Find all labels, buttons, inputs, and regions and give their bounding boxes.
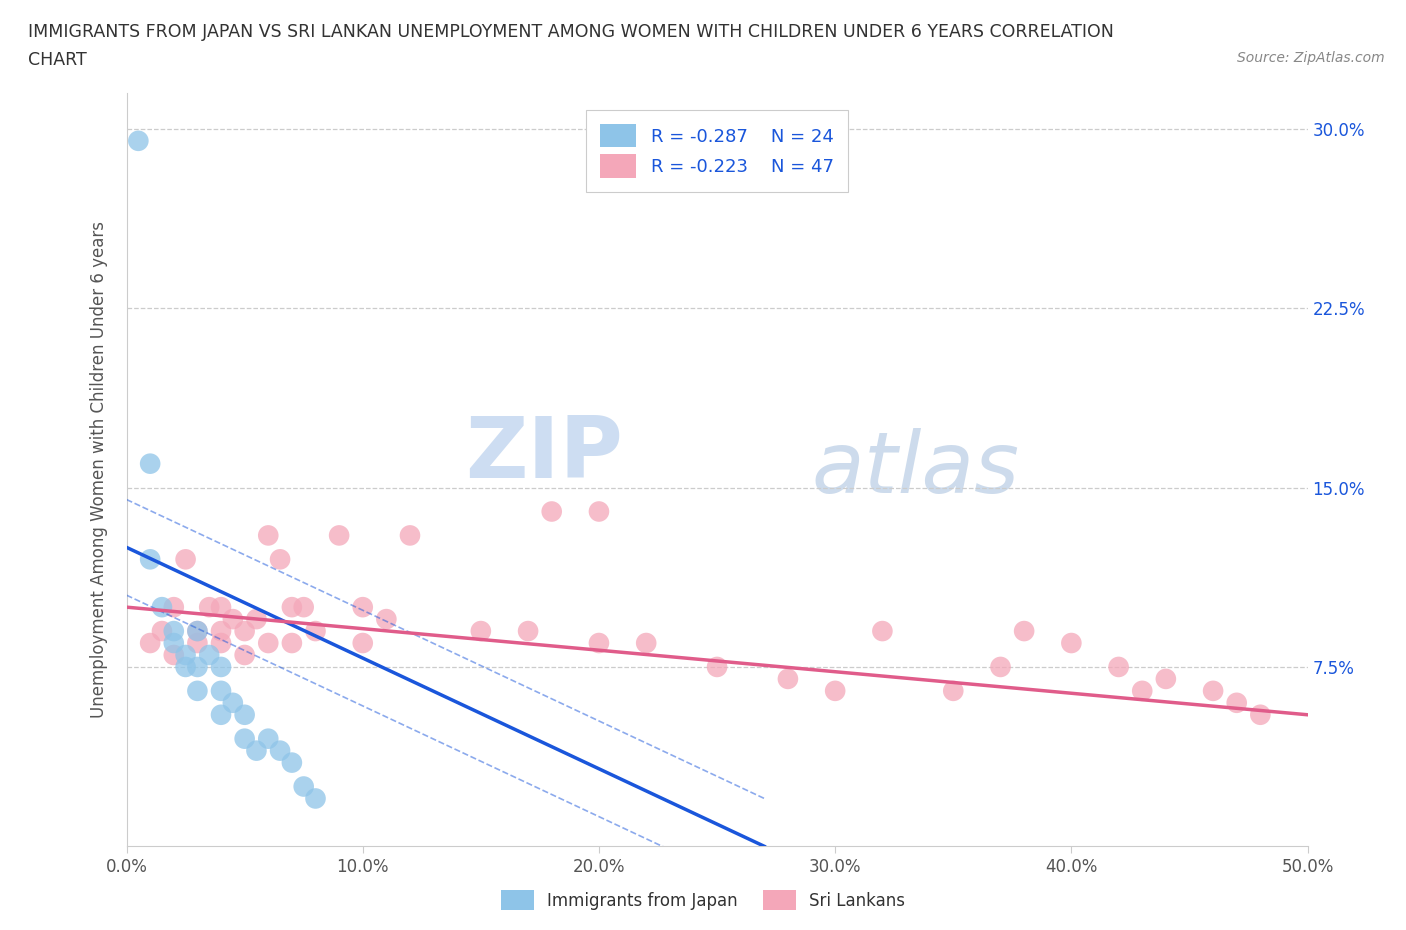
Text: atlas: atlas — [811, 428, 1019, 512]
Legend: R = -0.287    N = 24, R = -0.223    N = 47: R = -0.287 N = 24, R = -0.223 N = 47 — [586, 110, 848, 193]
Point — [1012, 624, 1035, 639]
Point — [304, 624, 326, 639]
Point — [872, 624, 894, 639]
Text: Source: ZipAtlas.com: Source: ZipAtlas.com — [1237, 51, 1385, 65]
Point — [352, 635, 374, 650]
Point — [292, 600, 315, 615]
Point — [163, 600, 186, 615]
Point — [990, 659, 1012, 674]
Y-axis label: Unemployment Among Women with Children Under 6 years: Unemployment Among Women with Children U… — [90, 221, 108, 718]
Point — [304, 791, 326, 806]
Point — [269, 551, 291, 566]
Point — [163, 635, 186, 650]
Point — [198, 600, 221, 615]
Point — [257, 528, 280, 543]
Point — [706, 659, 728, 674]
Point — [292, 779, 315, 794]
Point — [209, 684, 232, 698]
Point — [824, 684, 846, 698]
Point — [163, 624, 186, 639]
Point — [1226, 696, 1249, 711]
Point — [233, 647, 256, 662]
Point — [281, 600, 304, 615]
Point — [1108, 659, 1130, 674]
Point — [174, 647, 197, 662]
Point — [1130, 684, 1153, 698]
Point — [174, 659, 197, 674]
Point — [139, 635, 162, 650]
Point — [245, 612, 267, 627]
Point — [257, 635, 280, 650]
Point — [1202, 684, 1225, 698]
Point — [174, 551, 197, 566]
Point — [588, 635, 610, 650]
Point — [209, 600, 232, 615]
Point — [588, 504, 610, 519]
Point — [150, 600, 173, 615]
Point — [245, 743, 267, 758]
Point — [776, 671, 799, 686]
Point — [233, 708, 256, 723]
Point — [127, 133, 149, 148]
Point — [517, 624, 540, 639]
Point — [942, 684, 965, 698]
Point — [233, 731, 256, 746]
Point — [1060, 635, 1083, 650]
Point — [163, 647, 186, 662]
Point — [150, 624, 173, 639]
Point — [186, 635, 208, 650]
Point — [209, 659, 232, 674]
Point — [1249, 708, 1271, 723]
Point — [328, 528, 350, 543]
Point — [222, 696, 245, 711]
Point — [186, 624, 208, 639]
Point — [540, 504, 562, 519]
Point — [233, 624, 256, 639]
Point — [139, 457, 162, 472]
Point — [198, 647, 221, 662]
Point — [139, 551, 162, 566]
Point — [209, 635, 232, 650]
Point — [269, 743, 291, 758]
Point — [352, 600, 374, 615]
Point — [257, 731, 280, 746]
Point — [222, 612, 245, 627]
Point — [1154, 671, 1177, 686]
Point — [281, 635, 304, 650]
Text: ZIP: ZIP — [465, 413, 623, 496]
Point — [399, 528, 422, 543]
Point — [186, 684, 208, 698]
Point — [470, 624, 492, 639]
Legend: Immigrants from Japan, Sri Lankans: Immigrants from Japan, Sri Lankans — [494, 884, 912, 917]
Point — [186, 659, 208, 674]
Point — [209, 624, 232, 639]
Point — [636, 635, 658, 650]
Point — [375, 612, 398, 627]
Point — [281, 755, 304, 770]
Text: IMMIGRANTS FROM JAPAN VS SRI LANKAN UNEMPLOYMENT AMONG WOMEN WITH CHILDREN UNDER: IMMIGRANTS FROM JAPAN VS SRI LANKAN UNEM… — [28, 23, 1114, 41]
Point — [209, 708, 232, 723]
Point — [186, 624, 208, 639]
Text: CHART: CHART — [28, 51, 87, 69]
